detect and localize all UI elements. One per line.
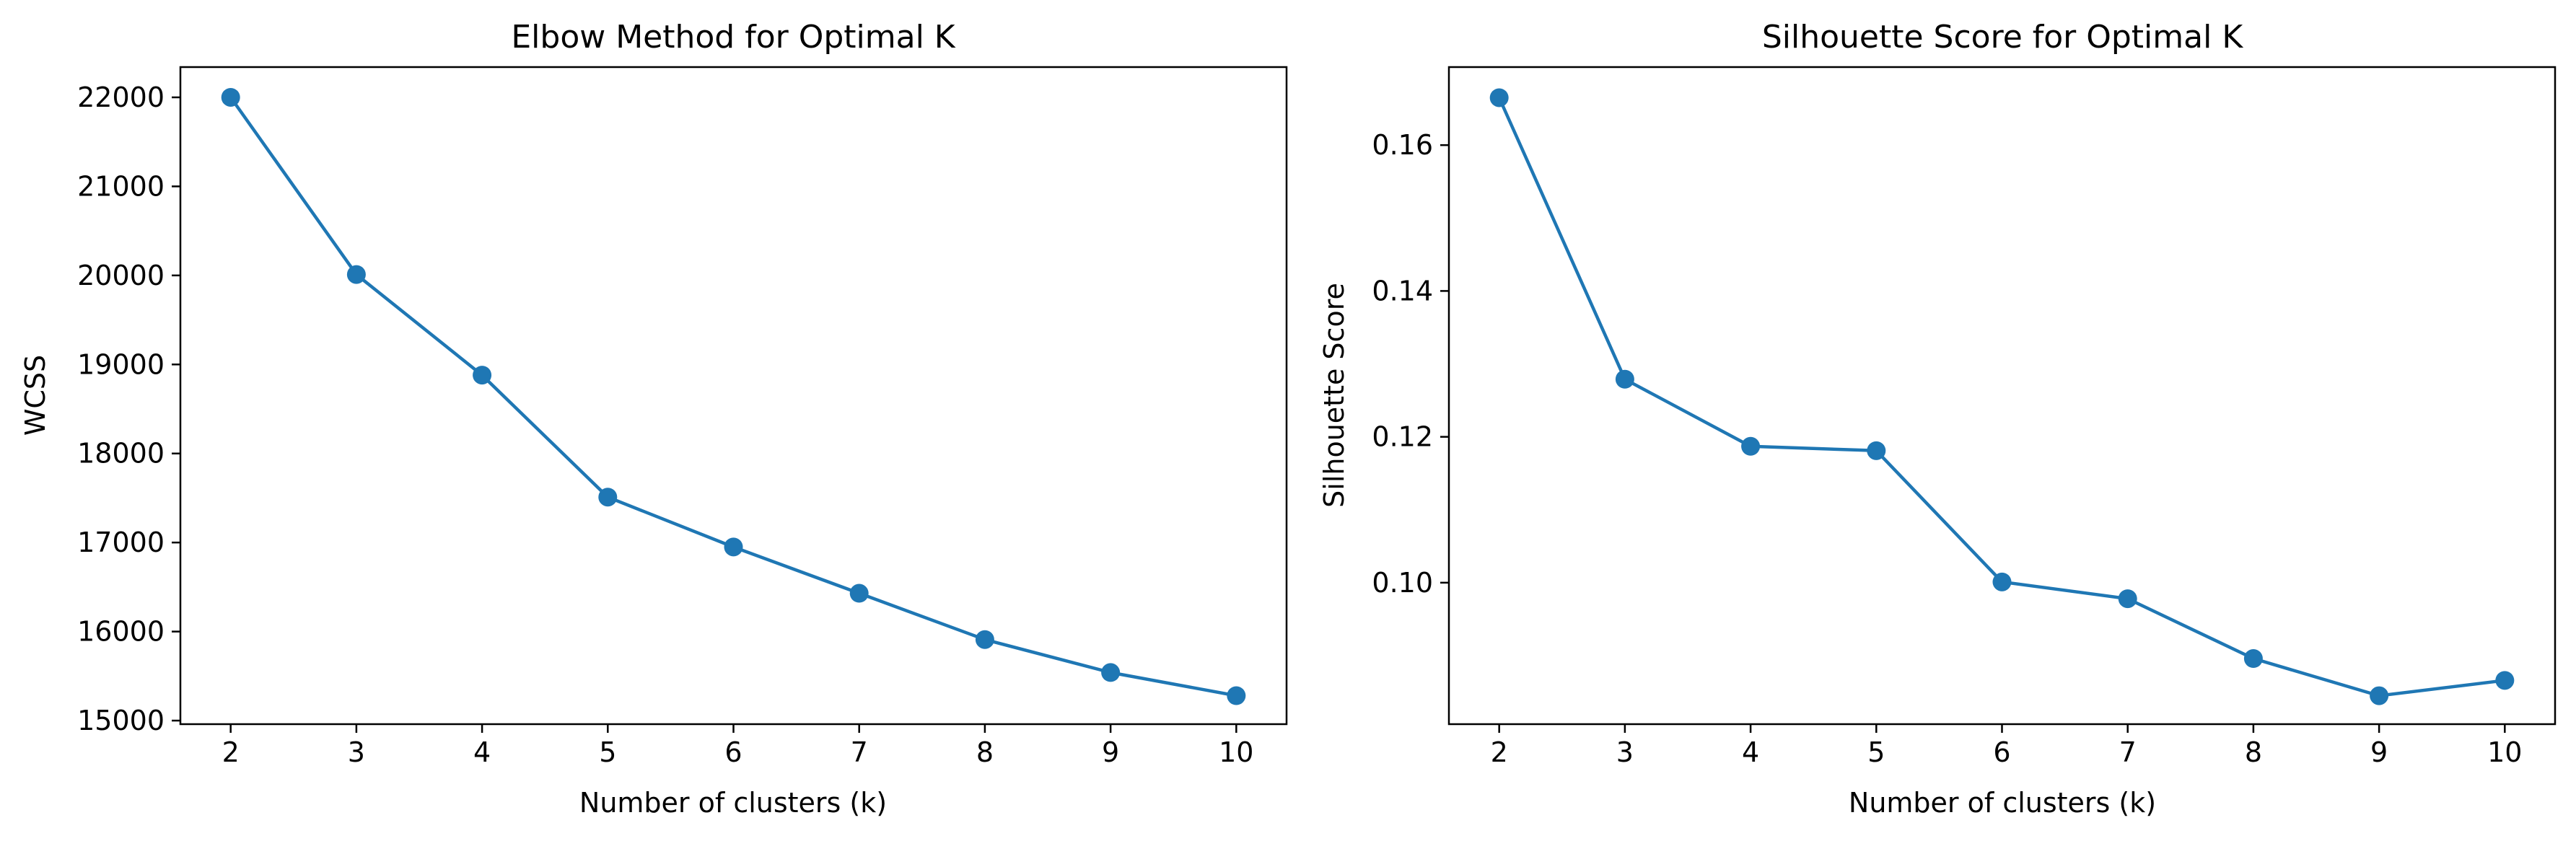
- data-point: [1615, 369, 1634, 389]
- y-tick-label: 16000: [77, 616, 165, 648]
- y-tick-label: 21000: [77, 170, 165, 202]
- data-point: [1101, 663, 1121, 682]
- elbow-chart-panel: Elbow Method for Optimal K 2 3 4 5 6 7 8 9 10 15…: [19, 19, 1288, 819]
- data-point: [2118, 589, 2137, 609]
- x-tick-label: 8: [2245, 736, 2262, 768]
- silhouette-chart-panel: Silhouette Score for Optimal K 2 3 4 5 6 7 8 9 1…: [1318, 19, 2557, 819]
- x-tick-label: 10: [1219, 736, 1253, 768]
- y-tick-label: 20000: [77, 260, 165, 291]
- y-tick-label: 17000: [77, 527, 165, 558]
- x-tick-label: 4: [1742, 736, 1759, 768]
- wcss-series: [221, 87, 1246, 705]
- y-axis: 15000 16000 17000 18000 19000 20000 21000 22000: [77, 82, 180, 736]
- data-point: [724, 537, 743, 557]
- x-tick-label: 3: [1616, 736, 1634, 768]
- y-tick-label: 19000: [77, 348, 165, 380]
- y-tick-label: 0.16: [1372, 129, 1433, 161]
- x-tick-label: 3: [348, 736, 365, 768]
- x-tick-label: 9: [2370, 736, 2388, 768]
- x-tick-label: 7: [2119, 736, 2137, 768]
- y-tick-label: 0.14: [1372, 275, 1433, 307]
- y-axis-label: WCSS: [19, 355, 51, 436]
- data-point: [1227, 686, 1246, 705]
- x-tick-label: 2: [1491, 736, 1508, 768]
- x-axis: 2 3 4 5 6 7 8 9 10: [1491, 724, 2522, 768]
- chart-title: Elbow Method for Optimal K: [511, 19, 955, 56]
- y-axis-label: Silhouette Score: [1318, 283, 1350, 508]
- data-point: [2243, 649, 2263, 669]
- x-tick-label: 6: [1993, 736, 2010, 768]
- x-axis-label: Number of clusters (k): [1849, 787, 2156, 819]
- y-tick-label: 18000: [77, 438, 165, 470]
- data-point: [2495, 671, 2515, 690]
- x-axis-label: Number of clusters (k): [579, 787, 887, 819]
- x-tick-label: 10: [2487, 736, 2522, 768]
- x-tick-label: 6: [724, 736, 742, 768]
- data-point: [1867, 441, 1886, 460]
- y-tick-label: 0.10: [1372, 567, 1433, 599]
- chart-title: Silhouette Score for Optimal K: [1762, 19, 2243, 56]
- x-axis: 2 3 4 5 6 7 8 9 10: [222, 724, 1253, 768]
- silhouette-series: [1489, 88, 2515, 705]
- data-point: [1992, 572, 2012, 591]
- y-axis: 0.10 0.12 0.14 0.16: [1372, 129, 1449, 599]
- series-line: [229, 95, 1238, 697]
- data-point: [849, 584, 869, 603]
- data-point: [1489, 88, 1509, 107]
- y-tick-label: 15000: [77, 705, 165, 736]
- x-tick-label: 5: [599, 736, 616, 768]
- data-point: [221, 87, 240, 107]
- data-point: [975, 630, 994, 649]
- data-point: [346, 265, 366, 284]
- data-point: [1741, 436, 1761, 456]
- data-point: [598, 488, 618, 507]
- x-tick-label: 5: [1867, 736, 1885, 768]
- plot-frame: [179, 66, 1288, 726]
- x-tick-label: 2: [222, 736, 240, 768]
- plot-frame: [1447, 66, 2557, 726]
- x-tick-label: 8: [976, 736, 994, 768]
- data-point: [2370, 686, 2389, 705]
- y-tick-label: 0.12: [1372, 421, 1433, 453]
- x-tick-label: 7: [851, 736, 868, 768]
- data-point: [473, 366, 492, 385]
- y-tick-label: 22000: [77, 82, 165, 113]
- x-tick-label: 9: [1102, 736, 1119, 768]
- x-tick-label: 4: [473, 736, 491, 768]
- series-line: [1497, 96, 2507, 697]
